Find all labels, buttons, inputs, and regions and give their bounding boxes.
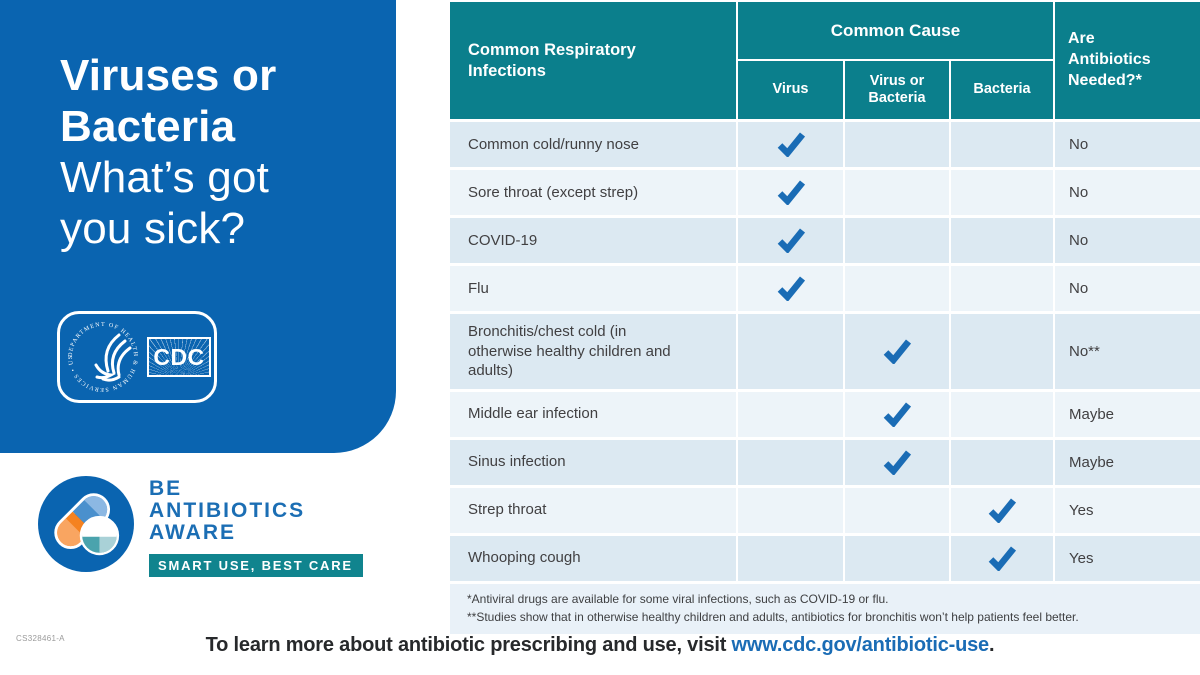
checkmark-icon	[777, 228, 805, 253]
footer-text-before-link: To learn more about antibiotic prescribi…	[205, 634, 732, 656]
cause-cell-bacteria	[951, 314, 1053, 389]
cause-cell-bacteria	[951, 266, 1053, 311]
cause-cell-bacteria	[951, 535, 1053, 581]
cause-cell-bacteria	[951, 218, 1053, 263]
left-blue-panel: Viruses or Bacteria What’s got you sick?…	[0, 0, 396, 453]
page-title: Viruses or Bacteria What’s got you sick?	[60, 50, 276, 254]
cause-cell-virus	[738, 266, 843, 311]
checkmark-icon	[777, 180, 805, 205]
checkmark-icon	[883, 401, 911, 427]
antibiotics-needed-answer: Yes	[1055, 535, 1200, 581]
aware-line-be: BE	[149, 477, 183, 500]
infections-table: Common Respiratory Infections Common Cau…	[450, 2, 1200, 634]
table-row: Sinus infection Maybe	[450, 439, 1200, 485]
cause-cell-virus	[738, 439, 843, 485]
antibiotics-needed-answer: No	[1055, 266, 1200, 311]
infection-name: Whooping cough	[450, 535, 736, 581]
table-footnotes: *Antiviral drugs are available for some …	[450, 583, 1200, 634]
cause-cell-virus	[738, 391, 843, 437]
title-line-3: What’s got	[60, 153, 270, 202]
col-header-common-cause: Common Cause	[738, 2, 1053, 59]
table-row: Sore throat (except strep) No	[450, 170, 1200, 215]
cause-cell-virus-or-bacteria	[845, 266, 949, 311]
be-antibiotics-aware-logo: BE ANTIBIOTICS AWARE SMART USE, BEST CAR…	[38, 476, 363, 577]
antibiotics-needed-answer: No**	[1055, 314, 1200, 389]
cdc-logo: CDC	[147, 337, 211, 377]
antibiotics-needed-answer: Yes	[1055, 487, 1200, 533]
document-code: CS328461-A	[16, 634, 65, 643]
cause-cell-virus-or-bacteria	[845, 122, 949, 167]
table-row: Strep throat Yes	[450, 487, 1200, 533]
aware-line-antibiotics: ANTIBIOTICS	[149, 499, 306, 522]
infection-name: Sinus infection	[450, 439, 736, 485]
aware-tagline: SMART USE, BEST CARE	[149, 554, 363, 577]
col-header-antibiotics-needed: Are Antibiotics Needed?*	[1055, 2, 1200, 119]
pill-icon	[38, 476, 134, 572]
hhs-eagle-icon	[94, 333, 132, 382]
cause-cell-virus-or-bacteria	[845, 535, 949, 581]
infection-name: Strep throat	[450, 487, 736, 533]
cdc-logo-text: CDC	[153, 343, 205, 370]
checkmark-icon	[883, 449, 911, 475]
footnote-1: *Antiviral drugs are available for some …	[467, 591, 889, 606]
cause-cell-bacteria	[951, 122, 1053, 167]
antibiotics-needed-answer: Maybe	[1055, 391, 1200, 437]
col-header-virus: Virus	[738, 61, 843, 119]
title-line-1: Viruses or	[60, 51, 277, 100]
infection-name: Middle ear infection	[450, 391, 736, 437]
cause-cell-virus	[738, 535, 843, 581]
table-row: Flu No	[450, 266, 1200, 311]
aware-wordmark: BE ANTIBIOTICS AWARE SMART USE, BEST CAR…	[149, 476, 363, 577]
cause-cell-bacteria	[951, 170, 1053, 215]
title-line-2: Bacteria	[60, 102, 236, 151]
cause-cell-virus-or-bacteria	[845, 391, 949, 437]
cause-cell-bacteria	[951, 439, 1053, 485]
antibiotics-needed-answer: No	[1055, 218, 1200, 263]
col-header-infections: Common Respiratory Infections	[450, 2, 736, 119]
infection-name: Bronchitis/chest cold (in otherwise heal…	[450, 314, 736, 389]
title-line-4: you sick?	[60, 204, 246, 253]
hhs-cdc-logo-box: DEPARTMENT OF HEALTH & HUMAN SERVICES • …	[57, 311, 217, 403]
infection-name: Flu	[450, 266, 736, 311]
antibiotics-needed-answer: Maybe	[1055, 439, 1200, 485]
cause-cell-virus	[738, 314, 843, 389]
antibiotics-needed-answer: No	[1055, 122, 1200, 167]
cause-cell-bacteria	[951, 391, 1053, 437]
cause-cell-virus	[738, 487, 843, 533]
table-row: Whooping cough Yes	[450, 535, 1200, 581]
infection-name: Sore throat (except strep)	[450, 170, 736, 215]
cause-cell-virus	[738, 218, 843, 263]
footer-text: To learn more about antibiotic prescribi…	[0, 634, 1200, 657]
cause-cell-virus-or-bacteria	[845, 314, 949, 389]
table-row: Common cold/runny nose No	[450, 122, 1200, 167]
cause-cell-virus	[738, 122, 843, 167]
table-row: Bronchitis/chest cold (in otherwise heal…	[450, 314, 1200, 389]
footnote-2: **Studies show that in otherwise healthy…	[467, 609, 1079, 624]
aware-line-aware: AWARE	[149, 521, 237, 544]
table-header: Common Respiratory Infections Common Cau…	[450, 2, 1200, 119]
col-header-virus-or-bacteria: Virus or Bacteria	[845, 61, 949, 119]
hhs-seal-icon: DEPARTMENT OF HEALTH & HUMAN SERVICES • …	[63, 317, 138, 392]
checkmark-icon	[777, 276, 805, 301]
cause-cell-virus-or-bacteria	[845, 487, 949, 533]
antibiotics-needed-answer: No	[1055, 170, 1200, 215]
table-row: COVID-19 No	[450, 218, 1200, 263]
checkmark-icon	[777, 132, 805, 157]
table-row: Middle ear infection Maybe	[450, 391, 1200, 437]
checkmark-icon	[988, 545, 1016, 571]
cause-cell-virus-or-bacteria	[845, 170, 949, 215]
footer-text-after-link: .	[988, 634, 995, 656]
cause-cell-virus	[738, 170, 843, 215]
infection-name: Common cold/runny nose	[450, 122, 736, 167]
infection-name: COVID-19	[450, 218, 736, 263]
cause-cell-bacteria	[951, 487, 1053, 533]
cause-cell-virus-or-bacteria	[845, 218, 949, 263]
col-header-bacteria: Bacteria	[951, 61, 1053, 119]
checkmark-icon	[988, 497, 1016, 523]
svg-text:DEPARTMENT OF HEALTH & HUMAN S: DEPARTMENT OF HEALTH & HUMAN SERVICES • …	[63, 317, 138, 392]
cause-cell-virus-or-bacteria	[845, 439, 949, 485]
table-rows: Common cold/runny nose No Sore throat (exc…	[450, 122, 1200, 581]
cdc-antibiotic-use-link[interactable]: www.cdc.gov/antibiotic-use	[731, 634, 990, 656]
checkmark-icon	[883, 339, 911, 364]
